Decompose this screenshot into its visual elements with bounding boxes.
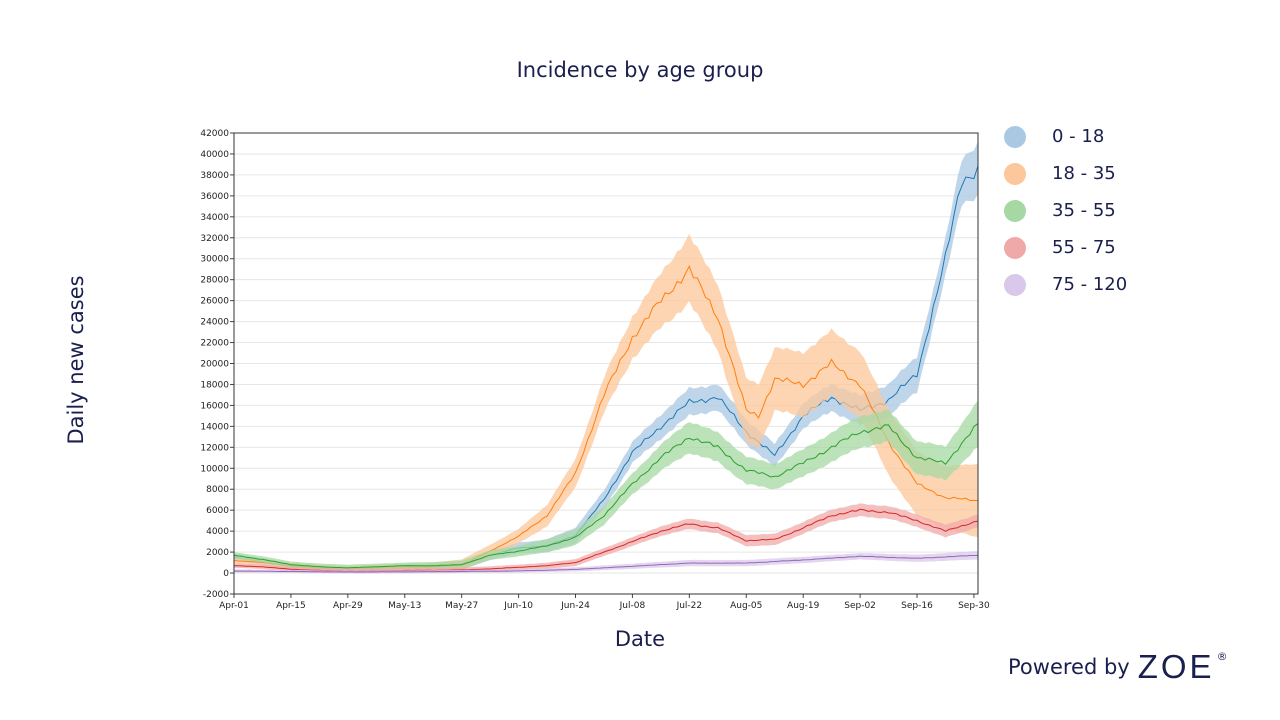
y-tick-label: 4000 [206, 527, 229, 537]
y-tick-label: 30000 [200, 255, 229, 265]
y-tick-label: 8000 [206, 485, 229, 495]
legend-label: 75 - 120 [1052, 274, 1128, 295]
legend-label: 18 - 35 [1052, 163, 1116, 184]
y-tick-label: 22000 [200, 339, 229, 349]
y-tick-label: 16000 [200, 401, 229, 411]
x-tick-label: Jun-10 [503, 601, 533, 611]
series-line-2 [233, 423, 979, 569]
x-tick-label: May-27 [445, 601, 478, 611]
legend-swatch [1004, 237, 1026, 259]
x-tick-label: Aug-05 [730, 601, 762, 611]
y-tick-label: 10000 [200, 464, 229, 474]
registered-mark: ® [1216, 650, 1228, 663]
y-tick-label: 12000 [200, 443, 229, 453]
y-tick-label: 28000 [200, 276, 229, 286]
x-tick-label: Jul-22 [676, 601, 703, 611]
series-line-4 [233, 555, 978, 573]
y-tick-label: 34000 [200, 213, 229, 223]
x-tick-label: Sep-30 [958, 601, 990, 611]
y-tick-label: 42000 [200, 129, 229, 139]
legend-label: 55 - 75 [1052, 237, 1116, 258]
y-tick-label: 32000 [200, 234, 229, 244]
y-tick-label: 14000 [200, 422, 229, 432]
x-tick-label: Apr-01 [219, 601, 249, 611]
x-tick-label: Sep-16 [901, 601, 933, 611]
x-tick-label: Aug-19 [787, 601, 820, 611]
y-tick-label: -2000 [203, 590, 229, 600]
x-tick-label: Jun-24 [560, 601, 590, 611]
x-tick-label: May-13 [388, 601, 421, 611]
y-tick-label: 38000 [200, 171, 229, 181]
legend-label: 35 - 55 [1052, 200, 1116, 221]
y-tick-label: 24000 [200, 318, 229, 328]
legend-label: 0 - 18 [1052, 126, 1105, 147]
y-tick-label: 40000 [200, 150, 229, 160]
y-tick-label: 18000 [200, 380, 229, 390]
legend-swatch [1004, 126, 1026, 148]
x-tick-label: Sep-02 [844, 601, 876, 611]
y-tick-label: 6000 [206, 506, 229, 516]
chart-title: Incidence by age group [516, 58, 764, 82]
x-axis-title: Date [0, 627, 1280, 651]
zoe-logo: ZOE [1137, 648, 1215, 685]
x-tick-label: Apr-15 [276, 601, 306, 611]
y-tick-label: 36000 [200, 192, 229, 202]
legend-swatch [1004, 274, 1026, 296]
plot-frame [233, 132, 979, 595]
powered-by-branding: Powered by ZOE ® [1008, 648, 1228, 686]
powered-by-text: Powered by [1008, 655, 1130, 679]
legend-swatch [1004, 163, 1026, 185]
series-band-1 [234, 233, 978, 572]
y-tick-label: 20000 [200, 360, 229, 370]
x-axis-title-text: Date [614, 627, 666, 651]
y-tick-label: 26000 [200, 297, 229, 307]
series-band-3 [234, 503, 978, 574]
x-tick-label: Jul-08 [619, 601, 646, 611]
y-tick-label: 2000 [206, 548, 229, 558]
legend-swatch [1004, 200, 1026, 222]
y-tick-label: 0 [223, 569, 229, 579]
x-tick-label: Apr-29 [333, 601, 363, 611]
